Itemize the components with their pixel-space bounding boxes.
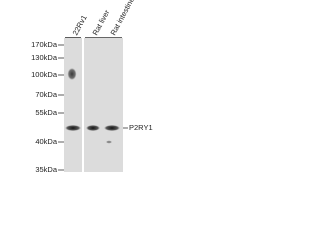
band-label: P2RY1 [129, 123, 153, 132]
band [106, 140, 112, 144]
lane-label: Rat intestine [109, 0, 137, 37]
band [67, 68, 77, 80]
marker-label: 70kDa [35, 90, 58, 99]
marker-label: 130kDa [31, 53, 58, 62]
marker-label: 40kDa [35, 137, 58, 146]
marker-label: 170kDa [31, 40, 58, 49]
marker-label: 35kDa [35, 165, 58, 174]
blot-panel [84, 38, 123, 172]
lane-label: 22Rv1 [71, 13, 89, 36]
western-blot: P2RY1 170kDa 130kDa 100kDa 70kDa 55kDa 40kDa 3… [31, 0, 153, 174]
marker-label: 100kDa [31, 70, 58, 79]
marker-label: 55kDa [35, 108, 58, 117]
band [65, 125, 81, 131]
band [104, 125, 120, 131]
band [86, 125, 100, 131]
blot-panel [64, 38, 82, 172]
